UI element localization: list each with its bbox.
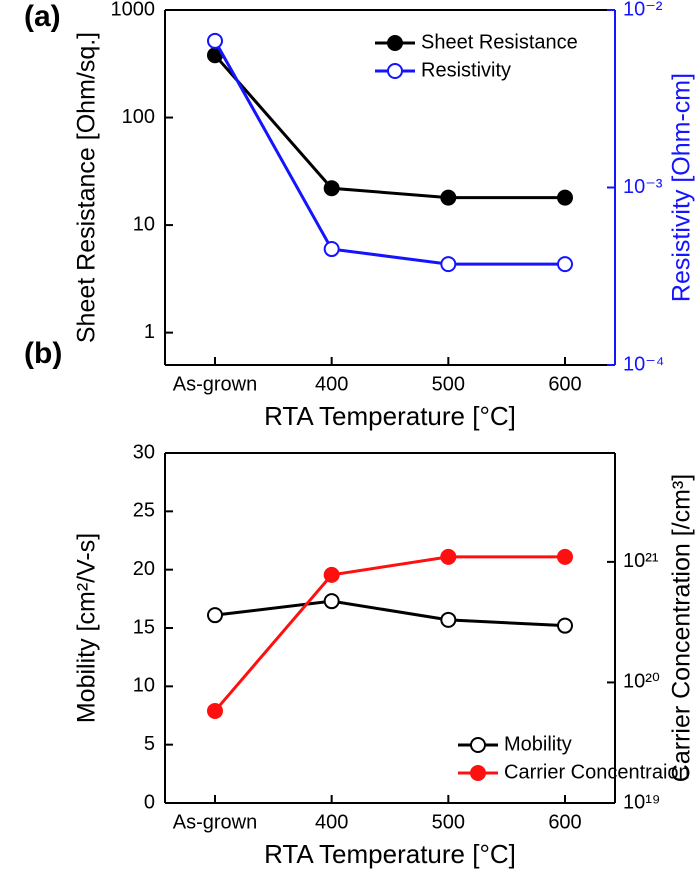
y-tick-label: 30	[133, 441, 155, 463]
y-axis-title: Mobility [cm²/V-s]	[73, 533, 101, 723]
data-point	[557, 548, 573, 565]
y2-axis-title: Resistivity [Ohm-cm]	[668, 73, 696, 302]
x-tick-label: As-grown	[173, 373, 257, 395]
y2-tick-label: 10⁻³	[623, 176, 663, 198]
y-tick-label: 10	[133, 675, 155, 697]
x-tick-label: 600	[548, 373, 581, 395]
y-tick-label: 1	[144, 321, 155, 343]
legend-label: Resistivity	[421, 59, 511, 81]
series-line	[214, 599, 566, 628]
data-point	[557, 617, 573, 634]
y-tick-label: 20	[133, 558, 155, 580]
data-point	[440, 548, 457, 565]
data-point	[323, 566, 340, 583]
x-axis-title: RTA Temperature [°C]	[264, 839, 516, 869]
y-tick-label: 1000	[111, 0, 156, 20]
x-tick-label: 400	[315, 811, 348, 833]
data-point	[557, 189, 573, 206]
series-line	[213, 40, 565, 266]
x-tick-label: As-grown	[173, 811, 257, 833]
series-line	[213, 54, 565, 200]
x-axis-title: RTA Temperature [°C]	[264, 401, 516, 431]
x-tick-label: 600	[548, 811, 581, 833]
y-tick-label: 10	[133, 213, 155, 235]
x-tick-label: 500	[432, 811, 465, 833]
y2-tick-label: 10²⁰	[623, 671, 660, 693]
y-tick-label: 0	[144, 791, 155, 813]
y-tick-label: 15	[133, 616, 155, 638]
series-line	[213, 555, 565, 712]
panel-label: (b)	[24, 337, 62, 370]
y-axis-title: Sheet Resistance [Ohm/sq.]	[73, 32, 101, 343]
data-point	[440, 189, 457, 206]
legend-label: Sheet Resistance	[421, 31, 578, 53]
data-point	[323, 180, 340, 197]
y-tick-label: 25	[133, 500, 155, 522]
legend-marker	[470, 737, 486, 753]
data-point	[440, 611, 457, 628]
data-point	[440, 256, 457, 273]
data-point	[207, 607, 223, 624]
data-point	[207, 702, 223, 719]
legend-label: Carrier Concentraion	[504, 761, 690, 783]
data-point	[207, 32, 223, 49]
y2-axis-title: Carrier Concentration [/cm³]	[668, 474, 696, 782]
y2-tick-label: 10⁻²	[623, 0, 663, 20]
y-tick-label: 100	[122, 106, 155, 128]
legend-marker	[387, 35, 403, 51]
legend-marker	[470, 765, 486, 781]
data-point	[323, 593, 340, 610]
y2-tick-label: 10²¹	[623, 550, 659, 572]
data-point	[557, 256, 573, 273]
x-tick-label: 400	[315, 373, 348, 395]
legend-marker	[387, 63, 403, 79]
x-tick-label: 500	[432, 373, 465, 395]
y-tick-label: 5	[144, 733, 155, 755]
y2-tick-label: 10⁻⁴	[623, 353, 664, 375]
data-point	[323, 241, 340, 258]
panel-label: (a)	[24, 0, 61, 33]
legend-label: Mobility	[504, 733, 572, 755]
y2-tick-label: 10¹⁹	[623, 791, 660, 813]
